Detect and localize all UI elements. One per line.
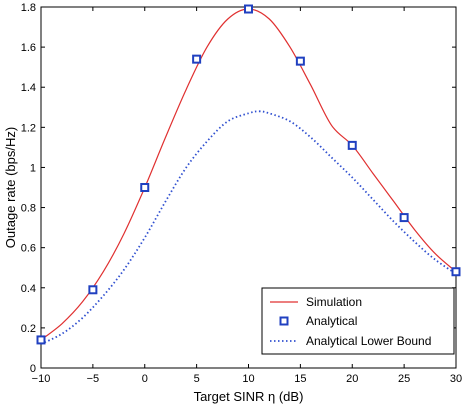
analytical-point bbox=[140, 183, 150, 192]
ticks-group: −10 −5 0 5 10 15 20 25 30 0 0.2 0.4 0.6 0.8 1 1.2 1.4 1.6… bbox=[21, 2, 462, 385]
x-tick-label: 20 bbox=[346, 373, 358, 385]
legend-label: Analytical bbox=[306, 314, 357, 328]
y-tick-label: 1 bbox=[30, 162, 36, 174]
x-tick-label: 0 bbox=[142, 373, 148, 385]
analytical-point bbox=[88, 285, 98, 295]
y-tick-label: 1.4 bbox=[21, 82, 36, 94]
legend: Simulation Analytical Analytical Lower Bou… bbox=[261, 287, 455, 355]
legend-label: Simulation bbox=[306, 295, 362, 309]
series-layer bbox=[36, 4, 461, 345]
analytical-point bbox=[399, 213, 409, 223]
x-tick-label: 5 bbox=[194, 373, 200, 385]
y-tick-label: 1.2 bbox=[21, 122, 36, 134]
legend-box bbox=[261, 287, 455, 355]
y-axis-label: Outage rate (bps/Hz) bbox=[3, 127, 18, 248]
legend-label: Analytical Lower Bound bbox=[306, 334, 431, 348]
legend-swatch-analytical bbox=[279, 316, 289, 326]
x-tick-label: −10 bbox=[32, 373, 51, 385]
x-tick-label: 25 bbox=[398, 373, 410, 385]
y-tick-label: 0.4 bbox=[21, 283, 36, 295]
y-tick-label: 0 bbox=[30, 363, 36, 375]
y-tick-label: 1.8 bbox=[21, 2, 36, 14]
y-tick-label: 1.6 bbox=[21, 42, 36, 54]
x-tick-label: 10 bbox=[242, 373, 254, 385]
x-axis-label: Target SINR η (dB) bbox=[194, 389, 304, 404]
analytical-point bbox=[36, 335, 46, 345]
analytical-point bbox=[295, 56, 305, 66]
y-tick-label: 0.8 bbox=[21, 203, 36, 215]
analytical-point bbox=[192, 54, 202, 64]
y-tick-label: 0.2 bbox=[21, 323, 36, 335]
analytical-point bbox=[244, 4, 253, 14]
analytical-point bbox=[347, 140, 357, 150]
analytical-point bbox=[451, 267, 461, 277]
x-tick-label: −5 bbox=[87, 373, 100, 385]
x-tick-label: 15 bbox=[294, 373, 306, 385]
y-tick-label: 0.6 bbox=[21, 243, 36, 255]
x-tick-label: 30 bbox=[450, 373, 462, 385]
